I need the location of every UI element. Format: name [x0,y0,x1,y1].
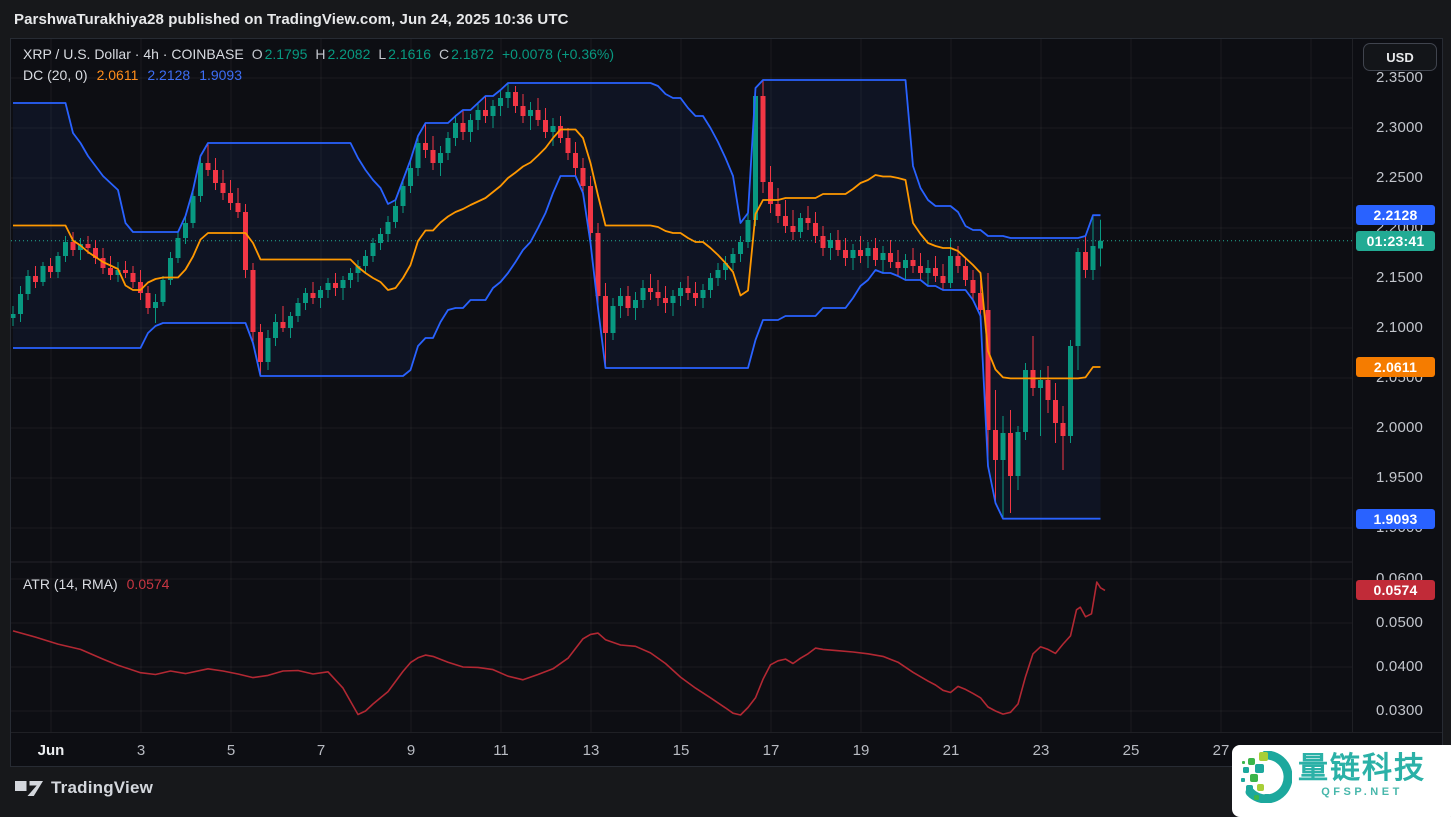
price-change: +0.0078 (+0.36%) [501,46,615,62]
time-axis[interactable]: Jun357911131517192123252729 [11,732,1442,768]
time-axis-label: 15 [672,742,690,759]
publish-text: ParshwaTurakhiya28 published on TradingV… [14,10,569,28]
price-scale-label: 2.2500 [1376,169,1424,186]
dc-lower-line [13,175,1101,520]
ohlc-letter: C [439,46,450,62]
qfsp-watermark: 量链科技 QFSP.NET [1232,745,1451,817]
ohlc-letter: O [251,46,263,62]
time-axis-label: 7 [316,742,326,759]
time-axis-label: Jun [37,742,65,759]
dc-fill [13,80,1101,519]
atr-line [12,581,1106,716]
footer-bar: TradingView [0,767,1451,809]
atr-value-badge: 0.0574 [1356,580,1435,601]
qfsp-watermark-text: 量链科技 QFSP.NET [1298,752,1426,798]
price-scale-label: 1.9500 [1376,469,1424,486]
ohlc-value: 2.1616 [388,46,431,62]
tradingview-brand-text: TradingView [51,778,154,797]
qfsp-subtitle: QFSP.NET [1321,786,1403,798]
ohlc-value: 2.2082 [327,46,371,62]
dc-legend-row[interactable]: DC (20, 0) 2.0611 2.2128 1.9093 [23,65,614,86]
time-axis-label: 13 [582,742,600,759]
qfsp-title: 量链科技 [1298,752,1426,785]
time-axis-label: 3 [136,742,146,759]
dc-basis-price-badge: 2.0611 [1356,356,1435,377]
time-axis-label: 5 [226,742,236,759]
ohlc-letter: H [315,46,326,62]
price-scale[interactable]: 2.3500 2.3000 2.2500 2.2000 2.1500 2.1000 2.05… [1352,39,1444,732]
ohlc-value: 2.1872 [451,46,494,62]
dc-basis-line [13,128,1101,380]
atr-scale-label: 0.0300 [1376,702,1424,719]
dc-indicator-value: 2.0611 [96,67,139,83]
atr-indicator-value: 0.0574 [126,576,170,592]
currency-usd-button[interactable]: USD [1363,43,1437,71]
atr-scale-label: 0.0500 [1376,614,1424,631]
publish-header: ParshwaTurakhiya28 published on TradingV… [0,0,1451,38]
price-scale-label: 2.1500 [1376,269,1424,286]
price-scale-label: 2.1000 [1376,319,1424,336]
countdown-badge: 01:23:41 [1356,230,1435,251]
dc-upper-price-badge: 2.2128 [1356,205,1435,226]
price-chart-canvas[interactable] [11,39,1352,732]
time-axis-label: 19 [852,742,870,759]
price-scale-label: 2.0000 [1376,419,1424,436]
symbol-title: XRP / U.S. Dollar · 4h · COINBASE [23,46,244,62]
ohlc-value: 2.1795 [264,46,308,62]
tradingview-mark-icon [15,780,43,796]
chart-legend: XRP / U.S. Dollar · 4h · COINBASE O 2.1795… [23,44,614,86]
time-axis-label: 17 [762,742,780,759]
price-scale-label: 2.3000 [1376,119,1424,136]
atr-indicator-title: ATR (14, RMA) [23,576,118,592]
dc-upper-line [13,79,1101,239]
qfsp-logo-icon [1241,751,1292,803]
time-axis-label: 9 [406,742,416,759]
time-axis-label: 23 [1032,742,1050,759]
dc-indicator-value: 1.9093 [199,67,243,83]
time-axis-label: 27 [1212,742,1230,759]
time-axis-label: 21 [942,742,960,759]
atr-legend-row[interactable]: ATR (14, RMA) 0.0574 [23,574,169,595]
price-scale-label: 2.3500 [1376,69,1424,86]
ohlc-letter: L [378,46,387,62]
atr-legend: ATR (14, RMA) 0.0574 [23,574,169,595]
candles-layer [11,80,1103,519]
tradingview-logo[interactable]: TradingView [14,778,153,799]
atr-scale-label: 0.0400 [1376,658,1424,675]
dc-indicator-title: DC (20, 0) [23,67,88,83]
dc-indicator-value: 2.2128 [147,67,191,83]
time-axis-label: 25 [1122,742,1140,759]
symbol-legend-row[interactable]: XRP / U.S. Dollar · 4h · COINBASE O 2.1795… [23,44,614,65]
chart-panel: XRP / U.S. Dollar · 4h · COINBASE O 2.1795… [10,38,1443,767]
time-axis-label: 11 [493,742,509,759]
dc-lower-price-badge: 1.9093 [1356,508,1435,529]
